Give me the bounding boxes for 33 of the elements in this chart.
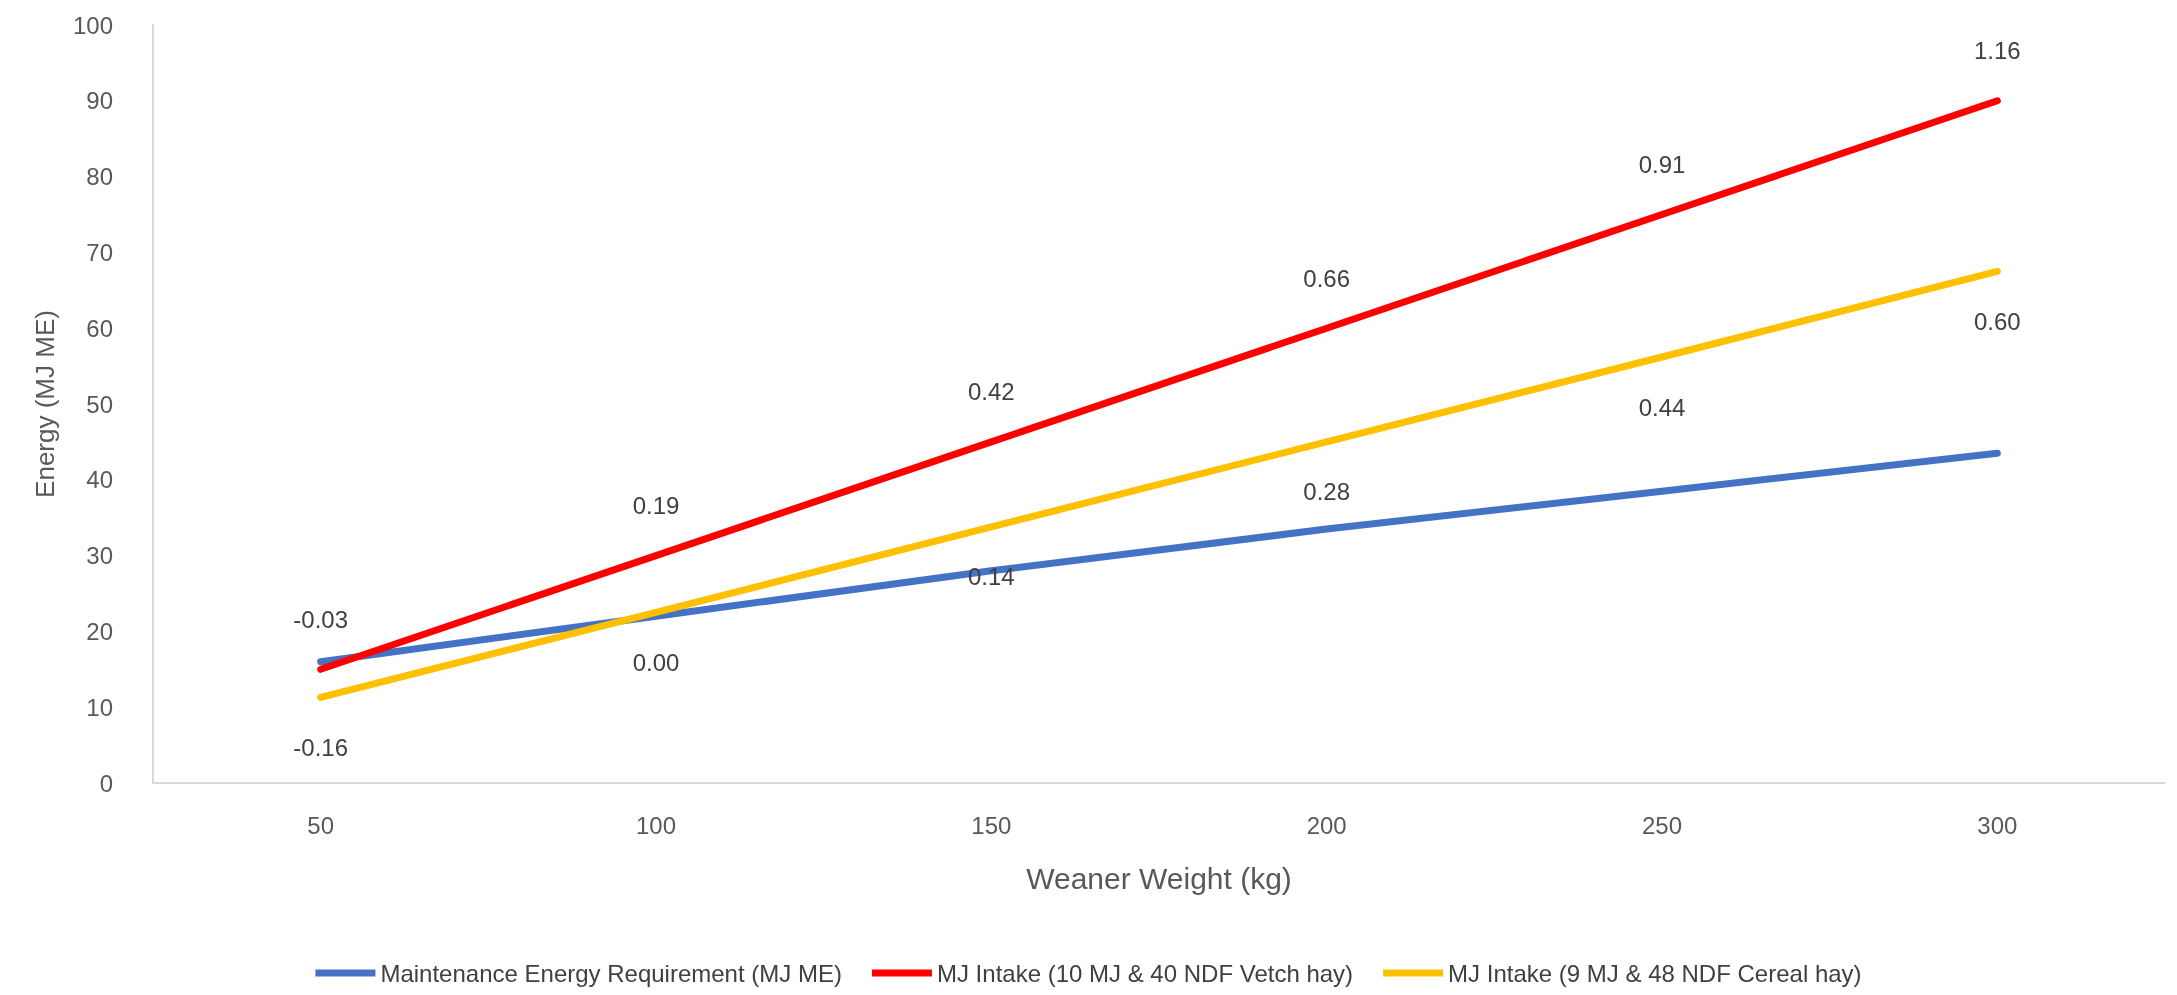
legend-label: Maintenance Energy Requirement (MJ ME) [380, 959, 842, 987]
annotation: 0.42 [967, 378, 1015, 406]
y-tick-label: 10 [86, 693, 113, 721]
y-tick-label: 20 [86, 617, 113, 645]
x-tick-label: 250 [1641, 811, 1683, 839]
x-tick-label: 300 [1977, 811, 2018, 839]
y-tick-label: 90 [86, 87, 113, 115]
annotation: 0.91 [1638, 151, 1686, 178]
annotation: 0.19 [632, 492, 680, 520]
annotation: 0.00 [632, 648, 680, 676]
y-tick-label: 0 [99, 769, 113, 797]
annotation: 1.16 [1973, 37, 2021, 65]
annotation: 0.28 [1303, 478, 1351, 506]
annotation: 0.44 [1638, 393, 1686, 421]
legend-label: MJ Intake (10 MJ & 40 NDF Vetch hay) [936, 959, 1354, 987]
y-tick-label: 30 [86, 542, 113, 570]
x-tick-label: 100 [635, 811, 677, 839]
y-axis-title: Energy (MJ ME) [30, 310, 60, 498]
annotation: 0.60 [1973, 307, 2021, 335]
annotation: -0.03 [293, 605, 349, 633]
x-tick-label: 150 [971, 811, 1012, 839]
y-tick-label: 100 [72, 11, 113, 39]
legend-label: MJ Intake (9 MJ & 48 NDF Cereal hay) [1448, 959, 1862, 987]
y-tick-label: 40 [86, 466, 113, 494]
y-tick-label: 50 [86, 390, 113, 418]
annotation: -0.16 [293, 733, 349, 761]
y-tick-label: 70 [86, 238, 113, 266]
y-tick-label: 80 [86, 163, 113, 191]
y-tick-label: 60 [86, 314, 113, 342]
x-tick-label: 50 [307, 811, 335, 839]
annotation: 0.66 [1303, 264, 1351, 292]
x-tick-label: 200 [1306, 811, 1347, 839]
x-axis-title: Weaner Weight (kg) [1026, 861, 1292, 895]
